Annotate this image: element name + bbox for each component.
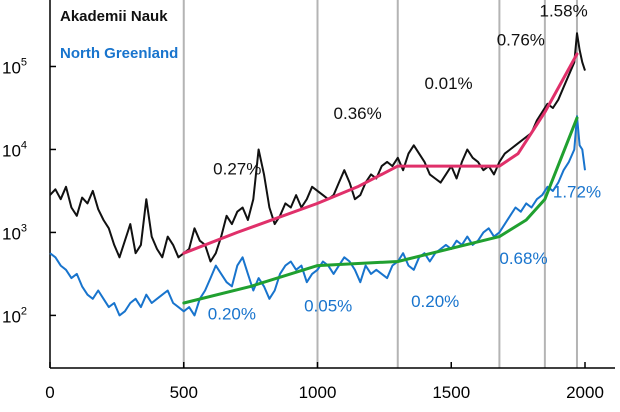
rate-annotation: 0.20% [208, 305, 256, 324]
series-line-greenland [49, 115, 586, 317]
y-tick-label: 103 [2, 222, 27, 243]
legend-entry-greenland: North Greenland [60, 45, 178, 62]
y-tick-label: 104 [2, 139, 27, 160]
rate-annotation: 0.01% [424, 74, 472, 93]
rate-annotation: 0.36% [334, 104, 382, 123]
x-tick-label: 0 [45, 383, 54, 402]
rate-annotation: 0.68% [499, 249, 547, 268]
fit-layer [182, 52, 579, 305]
axes-layer [49, 0, 615, 369]
legend: Akademii Nauk North Greenland [60, 8, 178, 62]
rate-annotation: 0.05% [304, 296, 352, 315]
trend-line-greenland [182, 116, 579, 305]
series-layer [49, 32, 586, 317]
rate-annotation: 1.58% [539, 2, 587, 21]
series-line-akademii [49, 32, 586, 263]
rate-annotation: 0.27% [213, 159, 261, 178]
legend-entry-akademii: Akademii Nauk [60, 8, 168, 25]
tick-layer: 0 500 1000 1500 2000 102 103 104 105 [2, 56, 604, 402]
rate-annotation: 1.72% [553, 183, 601, 202]
trend-line-akademii [182, 52, 579, 255]
rate-annotation: 0.76% [497, 31, 545, 50]
y-tick-label: 105 [2, 56, 27, 77]
x-tick-label: 1500 [432, 383, 470, 402]
x-tick-label: 1000 [299, 383, 337, 402]
y-tick-label: 102 [2, 305, 27, 326]
grid-layer [182, 0, 578, 368]
x-tick-label: 500 [170, 383, 198, 402]
rate-annotation: 0.20% [411, 292, 459, 311]
x-tick-label: 2000 [566, 383, 604, 402]
label-layer: 0.27% 0.36% 0.01% 0.76% 1.58% 0.20% 0.05% 0.20%… [208, 2, 601, 324]
